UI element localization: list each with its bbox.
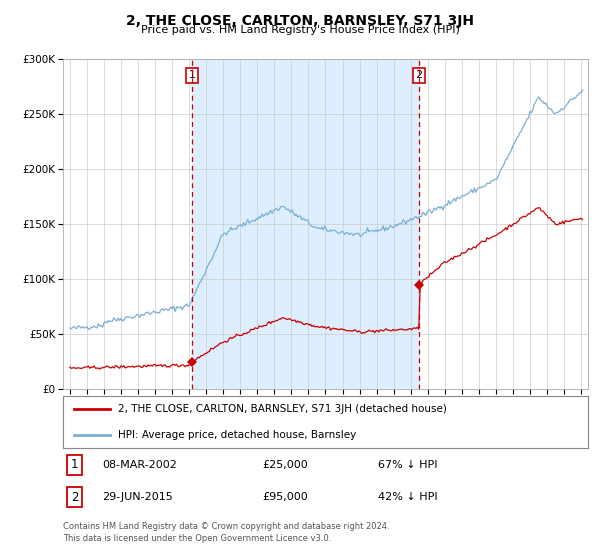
Text: 1: 1 — [189, 71, 196, 81]
Text: HPI: Average price, detached house, Barnsley: HPI: Average price, detached house, Barn… — [118, 430, 356, 440]
Bar — [192, 59, 419, 389]
Text: 2: 2 — [71, 491, 78, 503]
Text: 08-MAR-2002: 08-MAR-2002 — [103, 460, 177, 470]
Text: 67% ↓ HPI: 67% ↓ HPI — [378, 460, 437, 470]
Text: 42% ↓ HPI: 42% ↓ HPI — [378, 492, 437, 502]
Text: 2, THE CLOSE, CARLTON, BARNSLEY, S71 3JH (detached house): 2, THE CLOSE, CARLTON, BARNSLEY, S71 3JH… — [118, 404, 447, 414]
Text: 1: 1 — [71, 459, 78, 472]
Text: Contains HM Land Registry data © Crown copyright and database right 2024.
This d: Contains HM Land Registry data © Crown c… — [63, 522, 389, 543]
Text: £25,000: £25,000 — [263, 460, 308, 470]
Text: 2: 2 — [416, 71, 422, 81]
Text: 2, THE CLOSE, CARLTON, BARNSLEY, S71 3JH: 2, THE CLOSE, CARLTON, BARNSLEY, S71 3JH — [126, 14, 474, 28]
Text: £95,000: £95,000 — [263, 492, 308, 502]
Text: 29-JUN-2015: 29-JUN-2015 — [103, 492, 173, 502]
Text: Price paid vs. HM Land Registry's House Price Index (HPI): Price paid vs. HM Land Registry's House … — [140, 25, 460, 35]
